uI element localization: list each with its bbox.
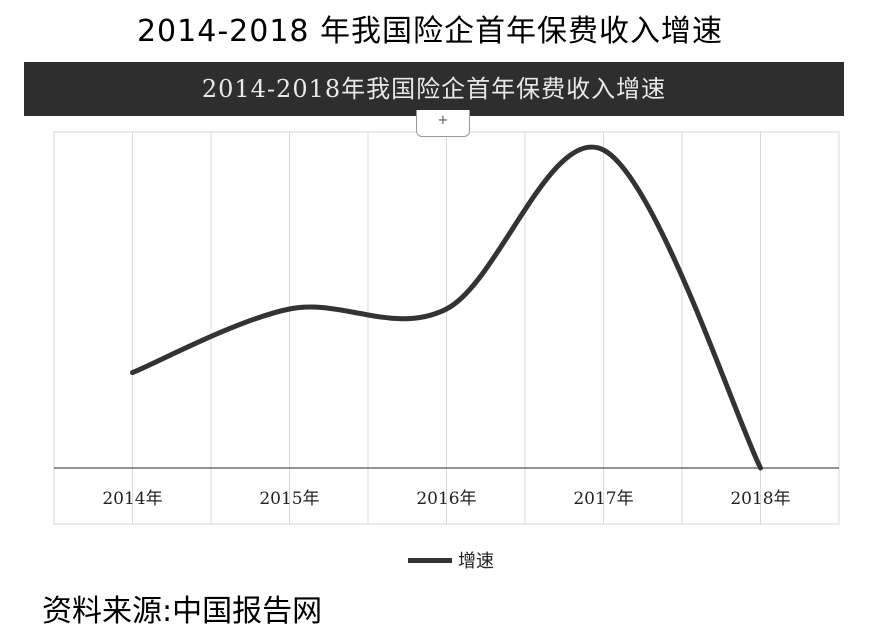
chart-title: 2014-2018年我国险企首年保费收入增速 (201, 75, 667, 103)
x-tick-label: 2015年 (259, 489, 319, 509)
x-tick-label: 2016年 (416, 489, 476, 509)
chart-legend[interactable]: 增速 (408, 548, 494, 572)
x-tick-label: 2014年 (102, 489, 162, 509)
chart-menu-button[interactable]: + (416, 110, 470, 137)
legend-label: 增速 (458, 551, 494, 572)
data-point-2[interactable] (444, 306, 450, 312)
data-point-4[interactable] (758, 465, 764, 471)
chart-container: 2014年 2015年 2016年 2017年 2018年 2014-2018年我国险企… (24, 62, 844, 532)
x-tick-label: 2017年 (573, 489, 633, 509)
chart-header: 2014-2018年我国险企首年保费收入增速 (24, 62, 844, 116)
data-point-0[interactable] (130, 370, 136, 376)
page-title: 2014-2018 年我国险企首年保费收入增速 (136, 14, 724, 49)
chart-plot: 2014年 2015年 2016年 2017年 2018年 (53, 131, 840, 525)
legend-line-swatch (408, 557, 452, 563)
data-point-1[interactable] (287, 306, 293, 312)
x-tick-label: 2018年 (730, 489, 790, 509)
data-point-3[interactable] (601, 147, 607, 153)
source-note: 资料来源:中国报告网 (42, 594, 323, 629)
series-line-增速[interactable] (130, 144, 763, 471)
